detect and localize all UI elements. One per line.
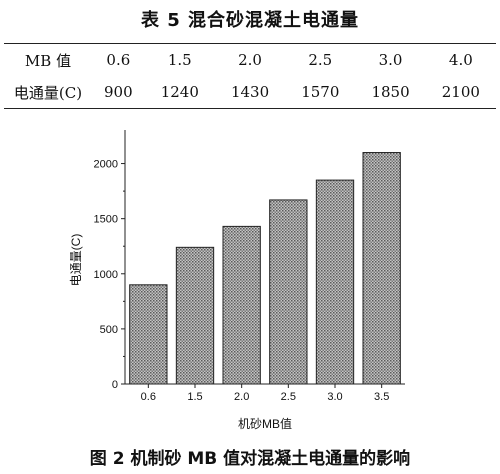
- table-row-flux: 电通量(C) 900 1240 1430 1570 1850 2100: [4, 76, 496, 109]
- y-tick-label: 0: [112, 379, 118, 391]
- mb-flux-table: MB 值 0.6 1.5 2.0 2.5 3.0 4.0 电通量(C) 900 …: [4, 43, 496, 109]
- flux-cell: 900: [104, 83, 133, 101]
- mb-cell: 2.5: [308, 51, 333, 69]
- table-title: 表 5 混合砂混凝土电通量: [140, 10, 360, 31]
- x-tick-label: 3.5: [374, 391, 389, 403]
- mb-cell: 2.0: [238, 51, 262, 69]
- flux-cell: 1430: [230, 83, 270, 101]
- mb-cell: 0.6: [106, 51, 131, 69]
- x-axis-title: 机砂MB值: [238, 416, 292, 431]
- bar-chart: 0.6 1.5 2.0 2.5 3.0 3.5 0 500 1000 1500 2000 机砂MB值 电…: [69, 130, 405, 431]
- mb-cell: 4.0: [448, 51, 473, 69]
- bar: [222, 225, 261, 385]
- y-tick-label: 2000: [94, 159, 118, 171]
- y-axis-title: 电通量(C): [69, 234, 83, 287]
- flux-cell: 2100: [441, 83, 480, 101]
- x-tick-label: 2.0: [234, 391, 249, 403]
- y-tick-label: 500: [100, 324, 118, 336]
- bar: [269, 199, 308, 385]
- table-row-mb: MB 值 0.6 1.5 2.0 2.5 3.0 4.0: [4, 44, 496, 77]
- x-tick-label: 3.0: [327, 391, 342, 403]
- y-tick-label: 1000: [94, 269, 118, 281]
- bar: [315, 179, 355, 385]
- mb-cell: 1.5: [167, 51, 192, 69]
- flux-cell: 1240: [160, 83, 199, 101]
- chart-area: 0.6 1.5 2.0 2.5 3.0 3.5 0 500 1000 1500 2000 机砂MB值 电…: [0, 120, 500, 440]
- bar: [175, 246, 215, 385]
- y-tick-label: 1500: [94, 214, 118, 226]
- mb-cell: 3.0: [378, 51, 403, 69]
- row-header-flux: 电通量(C): [13, 83, 83, 102]
- bar: [362, 152, 401, 385]
- flux-cell: 1570: [301, 83, 340, 101]
- bar: [129, 284, 168, 385]
- x-tick-label: 2.5: [281, 391, 296, 403]
- x-tick-label: 1.5: [187, 391, 202, 403]
- row-header-mb: MB 值: [24, 51, 72, 70]
- figure-caption: 图 2 机制砂 MB 值对混凝土电通量的影响: [89, 449, 411, 469]
- flux-cell: 1850: [371, 83, 410, 101]
- x-tick-label: 0.6: [141, 391, 156, 403]
